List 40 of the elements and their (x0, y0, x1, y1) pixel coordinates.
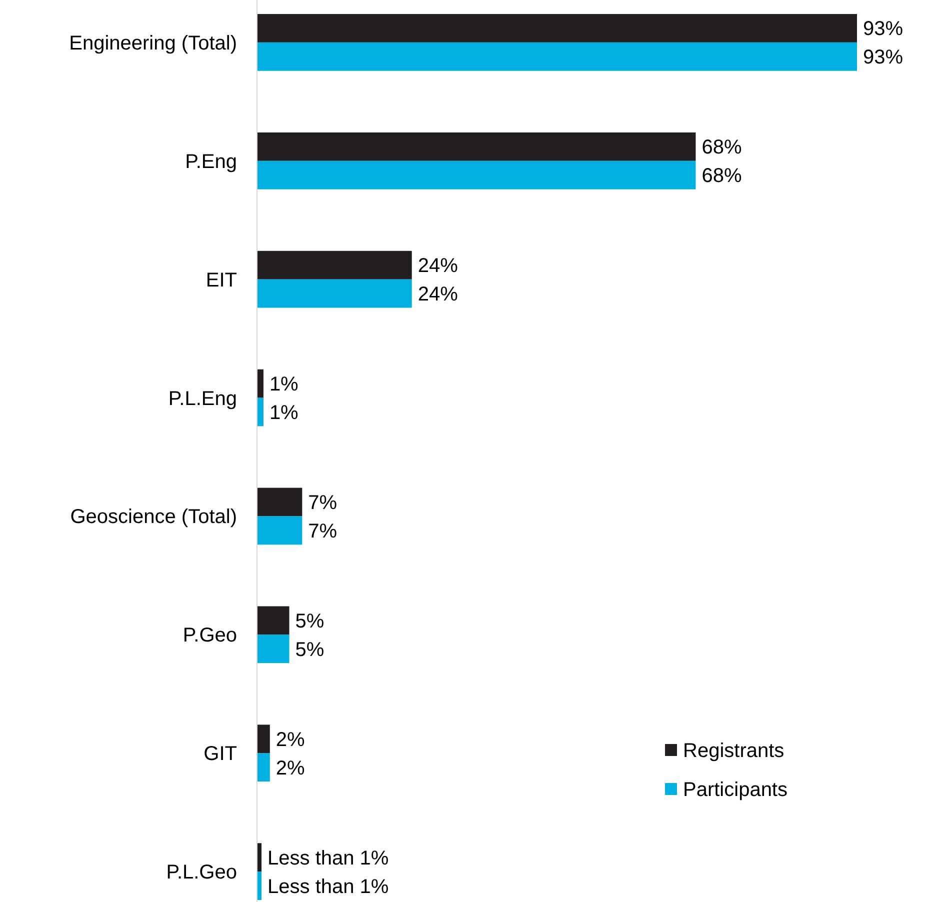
y-tick-label: P.Geo (182, 624, 237, 647)
y-tick-label: P.L.Eng (168, 388, 237, 410)
data-label: 7% (308, 520, 338, 542)
y-tick-label: Geoscience (Total) (70, 506, 237, 528)
legend-label: Registrants (683, 740, 784, 762)
y-tick-label: GIT (204, 743, 237, 766)
data-label: 68% (702, 136, 742, 159)
bar (257, 279, 412, 308)
bar (257, 132, 696, 161)
data-label: 5% (295, 638, 324, 661)
data-label: 1% (269, 374, 299, 396)
data-label: 93% (863, 18, 904, 40)
y-tick-label: Engineering (Total) (69, 32, 237, 54)
legend-label: Participants (683, 779, 788, 801)
bar (257, 160, 696, 190)
y-tick-label: P.L.Geo (166, 862, 237, 884)
data-label: Less than 1% (268, 876, 389, 898)
bar (257, 14, 857, 42)
data-label: 2% (276, 728, 306, 751)
y-tick-label: EIT (206, 269, 237, 292)
bar (257, 724, 270, 754)
y-tick-label: P.Eng (185, 150, 237, 173)
bar (257, 250, 412, 280)
bar (257, 488, 302, 516)
data-label: Less than 1% (268, 847, 389, 870)
bar (257, 634, 290, 664)
bar (257, 753, 270, 782)
bar (257, 398, 264, 426)
bar (257, 606, 290, 635)
data-label: 2% (276, 757, 306, 780)
data-label: 24% (418, 284, 458, 306)
data-label: 5% (295, 610, 324, 632)
data-label: 7% (308, 492, 338, 514)
data-label: 24% (418, 255, 458, 278)
bar (257, 369, 264, 398)
bar (257, 42, 857, 71)
data-label: 1% (269, 402, 299, 424)
data-label: 93% (863, 46, 904, 69)
data-label: 68% (702, 165, 742, 188)
bar (257, 516, 302, 545)
